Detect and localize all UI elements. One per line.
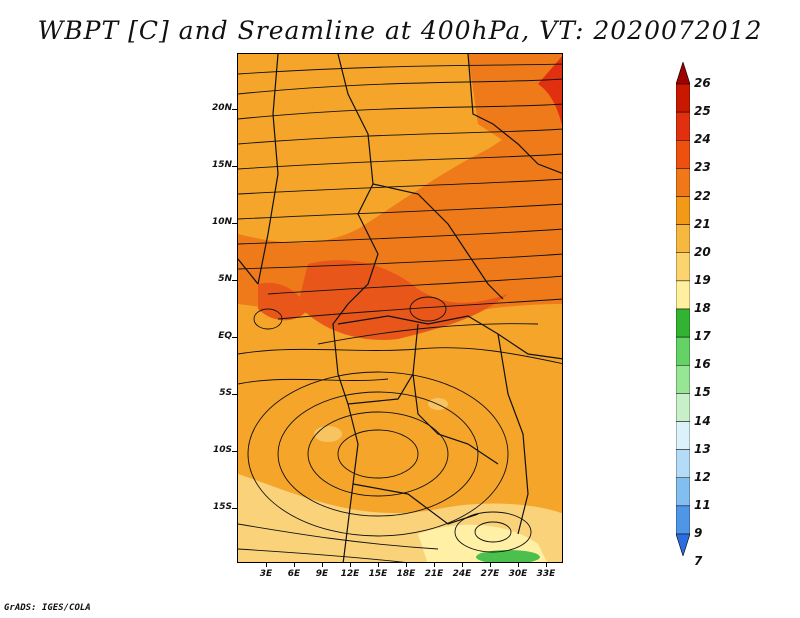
lon-label: 24E: [452, 569, 472, 579]
colorbar-bin: [676, 477, 690, 507]
colorbar-bin: [676, 365, 690, 394]
colorbar-label: 11: [694, 497, 711, 512]
colorbar-bin: [676, 111, 690, 141]
lat-label: 15S: [212, 502, 232, 512]
colorbar-label: 18: [694, 301, 711, 315]
colorbar-label: 7: [694, 554, 703, 569]
lon-tick: [406, 562, 407, 567]
colorbar-bin: [676, 168, 690, 197]
lat-label: 10N: [211, 217, 232, 227]
field-hot-core: [298, 260, 508, 340]
lat-tick: [232, 166, 237, 167]
colorbar-bin: [676, 224, 690, 253]
colorbar-label: 17: [694, 329, 711, 344]
streamlines: [238, 63, 562, 562]
colorbar-bin: [676, 83, 690, 113]
colorbar-label: 12: [694, 469, 711, 484]
credit-text: GrADS: IGES/COLA: [4, 603, 91, 613]
colorbar-top-triangle: [676, 62, 690, 85]
colorbar: [676, 62, 690, 556]
lon-label: 27E: [480, 569, 500, 579]
colorbar-bin: [676, 393, 690, 422]
field-cool-patch: [314, 426, 342, 442]
field-hot-ne: [538, 56, 562, 126]
map-svg: [238, 54, 562, 562]
lon-label: 6E: [287, 569, 301, 579]
colorbar-label: 25: [694, 104, 711, 119]
map-panel: [237, 53, 563, 563]
field-hot-west: [258, 282, 308, 321]
colorbar-label: 16: [694, 357, 711, 372]
lon-label: 15E: [368, 569, 388, 579]
lat-label: EQ: [218, 331, 232, 341]
chart-title: WBPT [C] and Sreamline at 400hPa, VT: 20…: [37, 16, 763, 45]
lat-tick: [232, 280, 237, 281]
colorbar-label: 21: [694, 216, 711, 231]
colorbar-label: 23: [694, 160, 711, 175]
lat-label: 10S: [212, 445, 232, 455]
lat-tick: [232, 109, 237, 110]
colorbar-bin: [676, 449, 690, 478]
lon-tick: [294, 562, 295, 567]
colorbar-label: 19: [694, 272, 711, 287]
lon-tick: [266, 562, 267, 567]
colorbar-bin: [676, 280, 690, 310]
lat-label: 5S: [219, 388, 232, 398]
colorbar-label: 14: [694, 413, 711, 428]
lon-tick: [350, 562, 351, 567]
colorbar-label: 9: [694, 526, 703, 540]
lat-label: 20N: [211, 103, 232, 113]
lon-label: 18E: [396, 569, 416, 579]
lon-tick: [322, 562, 323, 567]
colorbar-bin: [676, 336, 690, 366]
lon-tick: [462, 562, 463, 567]
lat-tick: [232, 223, 237, 224]
colorbar-bin: [676, 252, 690, 282]
lat-tick: [232, 451, 237, 452]
colorbar-label: 13: [694, 441, 711, 456]
colorbar-bin: [676, 140, 690, 169]
lat-tick: [232, 394, 237, 395]
colorbar-label: 24: [694, 132, 711, 147]
colorbar-bin: [676, 308, 690, 338]
field-green-patch: [476, 550, 540, 562]
colorbar-label: 26: [694, 76, 711, 90]
colorbar-label: 20: [694, 244, 711, 259]
lon-tick: [378, 562, 379, 567]
lon-tick: [518, 562, 519, 567]
colorbar-bin: [676, 196, 690, 225]
lon-label: 12E: [340, 569, 360, 579]
colorbar-bottom-triangle: [676, 533, 690, 556]
colorbar-label: 15: [694, 385, 711, 400]
lat-label: 5N: [218, 274, 232, 284]
lat-tick: [232, 337, 237, 338]
lat-label: 15N: [211, 160, 232, 170]
lon-label: 9E: [315, 569, 329, 579]
colorbar-bin: [676, 505, 690, 535]
lon-label: 21E: [424, 569, 444, 579]
lon-tick: [546, 562, 547, 567]
lon-tick: [434, 562, 435, 567]
lon-label: 3E: [259, 569, 273, 579]
lon-tick: [490, 562, 491, 567]
country-borders: [238, 54, 562, 562]
lon-label: 33E: [536, 569, 556, 579]
lon-label: 30E: [508, 569, 528, 579]
colorbar-label: 22: [694, 188, 711, 203]
colorbar-bin: [676, 421, 690, 450]
lat-tick: [232, 508, 237, 509]
